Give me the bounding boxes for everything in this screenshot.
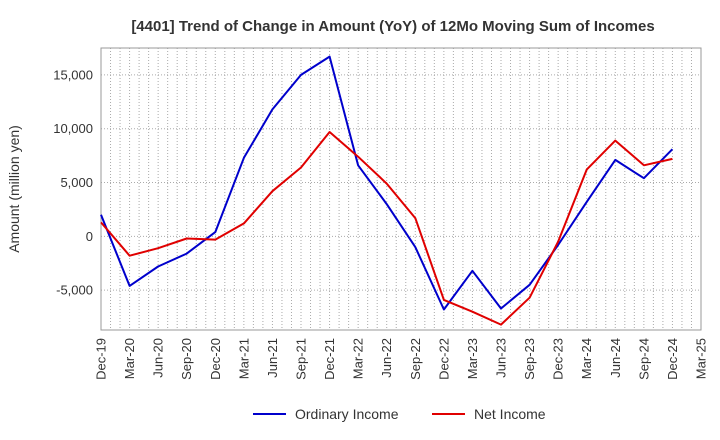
x-tick-label: Mar-21 — [236, 338, 251, 379]
x-tick-label: Sep-21 — [294, 338, 309, 380]
x-tick-label: Dec-22 — [436, 338, 451, 380]
x-tick-label: Jun-24 — [608, 338, 623, 378]
x-tick-label: Mar-20 — [122, 338, 137, 379]
legend: Ordinary Income Net Income — [253, 406, 546, 422]
x-tick-label: Mar-25 — [694, 338, 709, 379]
x-tick-label: Jun-22 — [379, 338, 394, 378]
y-tick-label: 10,000 — [53, 121, 93, 136]
x-tick-label: Dec-21 — [322, 338, 337, 380]
x-tick-label: Sep-24 — [636, 338, 651, 380]
x-tick-label: Mar-23 — [465, 338, 480, 379]
x-tick-label: Dec-19 — [94, 338, 109, 380]
series — [100, 55, 674, 326]
y-tick-label: 15,000 — [53, 67, 93, 82]
series-line-net-income — [100, 131, 673, 326]
x-tick-label: Sep-23 — [522, 338, 537, 380]
series-line-ordinary-income — [100, 55, 674, 311]
x-tick-label: Mar-22 — [351, 338, 366, 379]
x-tick-label: Mar-24 — [579, 338, 594, 379]
x-tick-label: Dec-20 — [208, 338, 223, 380]
legend-label: Net Income — [474, 406, 546, 422]
y-tick-label: 5,000 — [60, 175, 93, 190]
x-tick-label: Jun-21 — [265, 338, 280, 378]
y-axis-ticks: -5,000 0 5,000 10,000 15,000 — [53, 67, 93, 297]
y-tick-label: -5,000 — [56, 283, 93, 298]
chart-title: [4401] Trend of Change in Amount (YoY) o… — [131, 18, 654, 35]
x-tick-label: Sep-20 — [179, 338, 194, 380]
x-tick-label: Dec-23 — [551, 338, 566, 380]
y-tick-label: 0 — [86, 229, 93, 244]
x-axis-ticks: Dec-19 Mar-20 Jun-20 Sep-20 Dec-20 Mar-21 Jun-… — [94, 338, 709, 380]
x-tick-label: Jun-20 — [151, 338, 166, 378]
x-tick-label: Jun-23 — [494, 338, 509, 378]
legend-label: Ordinary Income — [295, 406, 399, 422]
plot-frame — [100, 47, 702, 331]
grid — [101, 48, 701, 330]
x-tick-label: Sep-22 — [408, 338, 423, 380]
y-axis-title: Amount (million yen) — [6, 125, 22, 253]
x-tick-label: Dec-24 — [665, 338, 680, 380]
